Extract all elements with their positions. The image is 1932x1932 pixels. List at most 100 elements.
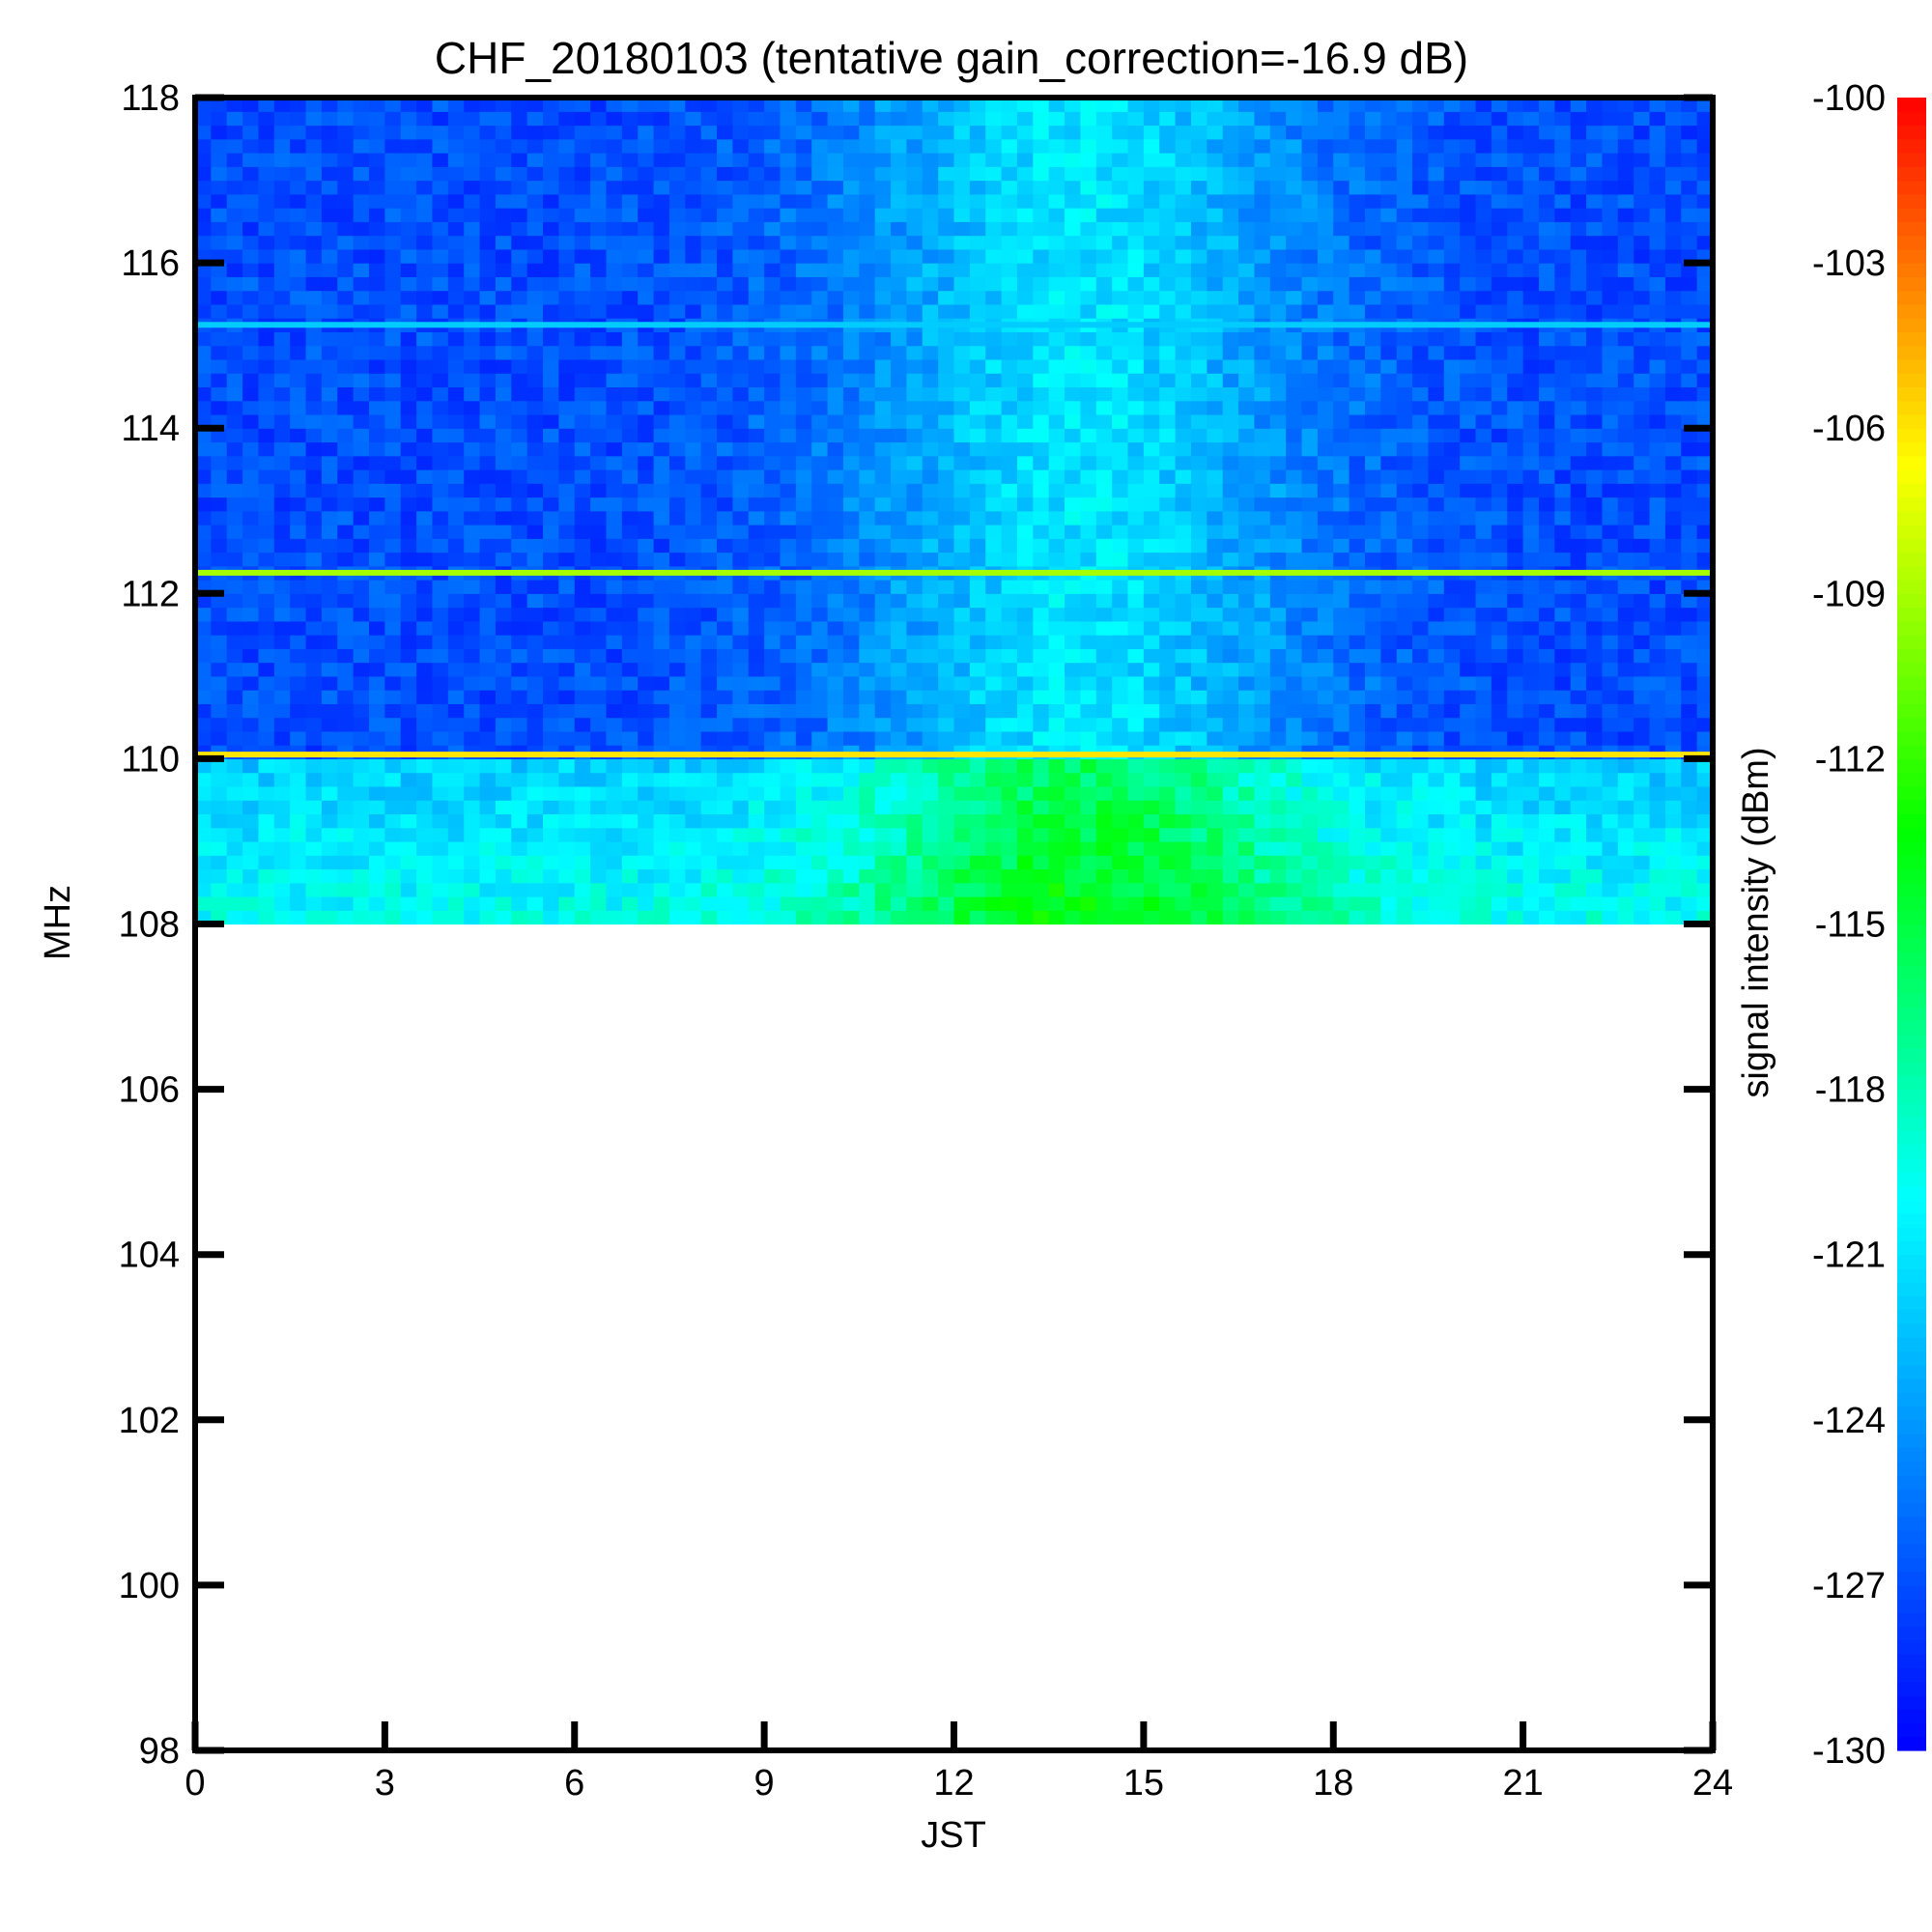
- heatmap-cell: [321, 538, 338, 554]
- heatmap-cell: [226, 703, 243, 719]
- heatmap-cell: [1190, 827, 1208, 842]
- heatmap-cell: [1349, 276, 1366, 292]
- heatmap-cell: [1602, 785, 1619, 801]
- heatmap-cell: [1617, 208, 1634, 222]
- heatmap-cell: [1570, 717, 1587, 732]
- heatmap-cell: [1001, 510, 1018, 526]
- heatmap-cell: [780, 538, 797, 554]
- heatmap-cell: [1570, 827, 1587, 842]
- heatmap-cell: [400, 386, 417, 402]
- heatmap-cell: [226, 868, 243, 884]
- heatmap-cell: [827, 290, 844, 305]
- heatmap-cell: [717, 690, 733, 704]
- heatmap-cell: [938, 525, 955, 539]
- heatmap-cell: [748, 235, 765, 250]
- heatmap-cell: [1175, 827, 1192, 842]
- heatmap-cell: [953, 855, 971, 870]
- heatmap-cell: [874, 800, 892, 815]
- heatmap-cell: [1649, 386, 1666, 402]
- heatmap-cell: [1065, 717, 1082, 732]
- heatmap-cell: [874, 276, 892, 292]
- heatmap-cell: [479, 428, 497, 443]
- heatmap-cell: [938, 758, 955, 774]
- heatmap-cell: [1317, 895, 1334, 911]
- heatmap-cell: [1269, 580, 1287, 594]
- heatmap-cell: [353, 373, 370, 388]
- heatmap-cell: [1317, 827, 1334, 842]
- heatmap-cell: [764, 690, 781, 704]
- heatmap-cell: [922, 303, 939, 319]
- heatmap-cell: [384, 675, 402, 691]
- heatmap-cell: [305, 620, 323, 636]
- heatmap-cell: [1143, 248, 1160, 264]
- heatmap-cell: [1301, 358, 1319, 374]
- heatmap-cell: [1428, 358, 1445, 374]
- heatmap-cell: [1127, 895, 1145, 911]
- heatmap-cell: [195, 593, 212, 609]
- heatmap-cell: [1238, 910, 1256, 925]
- heatmap-cell: [1317, 607, 1334, 622]
- heatmap-cell: [1143, 510, 1160, 526]
- heatmap-cell: [432, 331, 449, 347]
- heatmap-cell: [273, 635, 291, 649]
- heatmap-cell: [891, 510, 908, 526]
- heatmap-cell: [1602, 263, 1619, 277]
- heatmap-cell: [1396, 469, 1413, 484]
- heatmap-cell: [748, 882, 765, 897]
- heatmap-cell: [859, 386, 876, 402]
- heatmap-cell: [1080, 662, 1097, 677]
- heatmap-cell: [1238, 690, 1256, 704]
- heatmap-cell: [1602, 455, 1619, 470]
- heatmap-cell: [1475, 593, 1492, 609]
- heatmap-cell: [321, 772, 338, 787]
- heatmap-cell: [353, 648, 370, 664]
- heatmap-cell: [1033, 400, 1050, 415]
- heatmap-cell: [606, 552, 623, 567]
- heatmap-cell: [258, 635, 275, 649]
- heatmap-cell: [400, 483, 417, 498]
- heatmap-cell: [1475, 730, 1492, 746]
- heatmap-cell: [526, 607, 544, 622]
- heatmap-cell: [273, 675, 291, 691]
- heatmap-cell: [874, 497, 892, 512]
- heatmap-cell: [906, 895, 923, 911]
- heatmap-cell: [1159, 345, 1177, 360]
- heatmap-cell: [1412, 469, 1430, 484]
- heatmap-cell: [1380, 607, 1398, 622]
- heatmap-cell: [1554, 620, 1572, 636]
- heatmap-cell: [495, 855, 512, 870]
- heatmap-cell: [226, 717, 243, 732]
- heatmap-cell: [1238, 827, 1256, 842]
- heatmap-cell: [337, 235, 355, 250]
- heatmap-cell: [1127, 785, 1145, 801]
- heatmap-cell: [526, 441, 544, 457]
- heatmap-cell: [985, 248, 1003, 264]
- heatmap-cell: [242, 882, 260, 897]
- heatmap-cell: [1428, 221, 1445, 237]
- heatmap-cell: [273, 552, 291, 567]
- heatmap-cell: [1095, 910, 1113, 925]
- heatmap-cell: [842, 730, 860, 746]
- heatmap-cell: [732, 483, 750, 498]
- heatmap-cell: [1301, 675, 1319, 691]
- heatmap-cell: [1412, 525, 1430, 539]
- heatmap-cell: [1664, 413, 1682, 429]
- heatmap-cell: [795, 413, 812, 429]
- heatmap-cell: [1349, 690, 1366, 704]
- heatmap-cell: [700, 827, 718, 842]
- heatmap-cell: [1095, 717, 1113, 732]
- heatmap-cell: [638, 813, 655, 829]
- heatmap-cell: [685, 469, 702, 484]
- heatmap-cell: [1159, 386, 1177, 402]
- heatmap-cell: [1016, 840, 1034, 856]
- heatmap-cell: [1664, 263, 1682, 277]
- heatmap-cell: [1222, 785, 1239, 801]
- heatmap-cell: [258, 193, 275, 209]
- heatmap-cell: [1428, 800, 1445, 815]
- heatmap-cell: [1001, 910, 1018, 925]
- heatmap-cell: [842, 910, 860, 925]
- heatmap-cell: [827, 263, 844, 277]
- heatmap-cell: [1016, 331, 1034, 347]
- heatmap-cell: [668, 868, 686, 884]
- heatmap-cell: [1491, 208, 1508, 222]
